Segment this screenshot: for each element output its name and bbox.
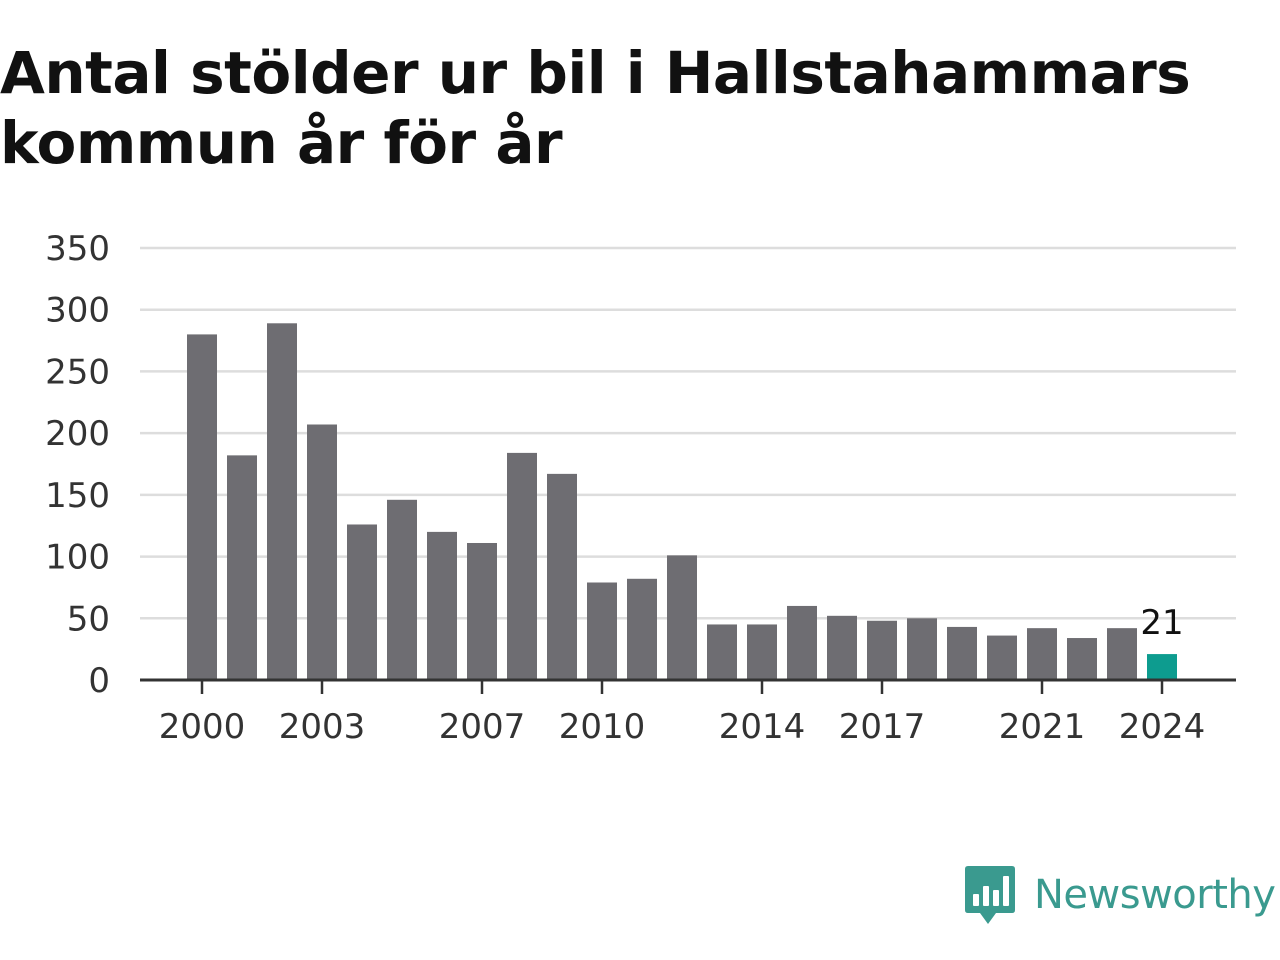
y-tick-label: 300 xyxy=(45,291,110,331)
bar-2023 xyxy=(1107,628,1137,680)
bar-2009 xyxy=(547,473,577,680)
data-label-2024: 21 xyxy=(1140,603,1183,643)
x-tick-label: 2014 xyxy=(719,707,806,747)
bar-2022 xyxy=(1067,638,1097,680)
bar-2010 xyxy=(587,582,617,680)
bar-2007 xyxy=(467,542,497,680)
brand-name: Newsworthy xyxy=(1034,872,1276,918)
bar-2018 xyxy=(907,618,937,680)
bar-2021 xyxy=(1027,628,1057,680)
y-tick-label: 50 xyxy=(67,599,110,639)
bar-2024 xyxy=(1147,654,1177,680)
bar-2008 xyxy=(507,452,537,680)
bar-2006 xyxy=(427,531,457,680)
x-tick-label: 2010 xyxy=(559,707,646,747)
x-tick-label: 2007 xyxy=(439,707,526,747)
x-tick-label: 2024 xyxy=(1119,707,1206,747)
bar-2015 xyxy=(787,605,817,680)
bar-2020 xyxy=(987,635,1017,680)
x-tick-label: 2017 xyxy=(839,707,926,747)
newsworthy-logo-icon xyxy=(965,866,1015,924)
y-tick-label: 100 xyxy=(45,538,110,578)
bars xyxy=(187,323,1177,680)
bar-2019 xyxy=(947,626,977,680)
bar-2017 xyxy=(867,620,897,680)
bar-2013 xyxy=(707,624,737,680)
bar-2014 xyxy=(747,624,777,680)
y-tick-label: 150 xyxy=(45,476,110,516)
bar-2003 xyxy=(307,424,337,680)
y-tick-label: 350 xyxy=(45,229,110,269)
bar-2011 xyxy=(627,578,657,680)
x-tick-label: 2003 xyxy=(279,707,366,747)
chart-title: Antal stölder ur bil i Hallstahammars ko… xyxy=(0,39,1191,177)
bar-2012 xyxy=(667,555,697,680)
y-tick-label: 0 xyxy=(88,661,110,701)
x-tick-label: 2021 xyxy=(999,707,1086,747)
data-labels: 21 xyxy=(1140,603,1183,643)
bar-2005 xyxy=(387,499,417,680)
y-axis-ticks: 0 50 100 150 200 250 300 350 xyxy=(45,229,110,701)
x-tick-label: 2000 xyxy=(159,707,246,747)
bar-2000 xyxy=(187,334,217,680)
bar-2004 xyxy=(347,524,377,680)
x-axis-ticks: 2000 2003 2007 2010 2014 2017 2021 2024 xyxy=(159,680,1206,747)
y-tick-label: 250 xyxy=(45,352,110,392)
bar-2001 xyxy=(227,455,257,680)
brand: Newsworthy xyxy=(964,862,1276,928)
bar-2002 xyxy=(267,323,297,680)
bar-2016 xyxy=(827,615,857,680)
y-tick-label: 200 xyxy=(45,414,110,454)
